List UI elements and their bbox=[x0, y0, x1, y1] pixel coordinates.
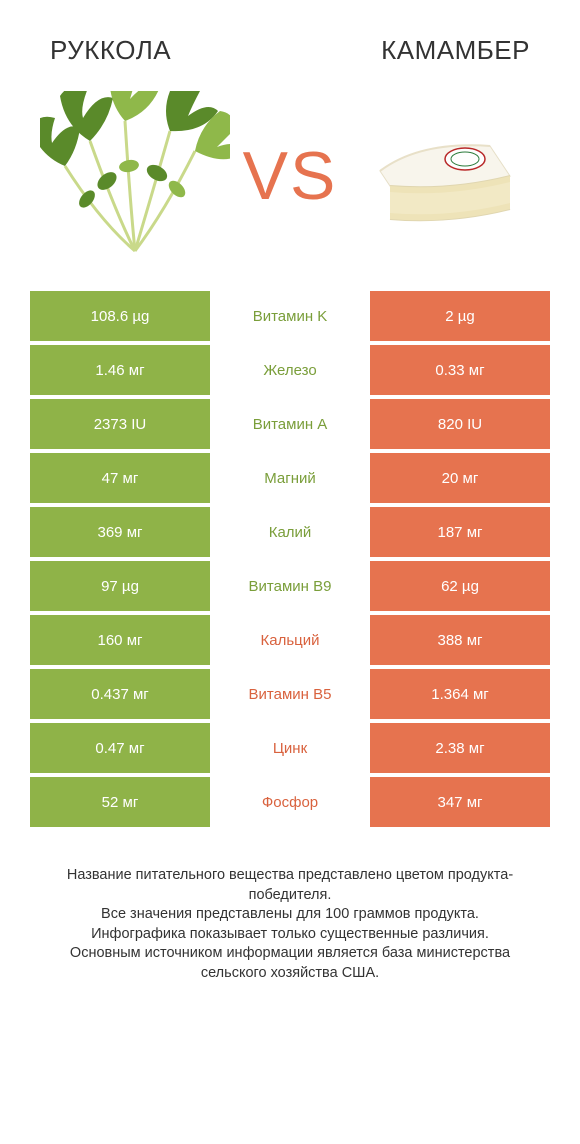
value-left: 0.47 мг bbox=[30, 723, 210, 773]
nutrient-label: Фосфор bbox=[210, 777, 370, 827]
nutrient-label: Витамин A bbox=[210, 399, 370, 449]
value-left: 108.6 µg bbox=[30, 291, 210, 341]
vs-label: VS bbox=[243, 137, 338, 215]
title-right: КАМАМБЕР bbox=[381, 35, 530, 66]
value-right: 1.364 мг bbox=[370, 669, 550, 719]
table-row: 97 µgВитамин B962 µg bbox=[30, 561, 550, 611]
value-left: 52 мг bbox=[30, 777, 210, 827]
nutrient-label: Калий bbox=[210, 507, 370, 557]
header: РУККОЛА КАМАМБЕР bbox=[30, 20, 550, 76]
table-row: 0.47 мгЦинк2.38 мг bbox=[30, 723, 550, 773]
value-right: 820 IU bbox=[370, 399, 550, 449]
table-row: 0.437 мгВитамин B51.364 мг bbox=[30, 669, 550, 719]
nutrient-label: Железо bbox=[210, 345, 370, 395]
table-row: 47 мгМагний20 мг bbox=[30, 453, 550, 503]
footer-note: Название питательного вещества представл… bbox=[30, 866, 550, 983]
value-left: 2373 IU bbox=[30, 399, 210, 449]
value-right: 62 µg bbox=[370, 561, 550, 611]
camembert-image bbox=[350, 91, 540, 261]
table-row: 52 мгФосфор347 мг bbox=[30, 777, 550, 827]
table-row: 369 мгКалий187 мг bbox=[30, 507, 550, 557]
table-row: 160 мгКальций388 мг bbox=[30, 615, 550, 665]
nutrient-label: Магний bbox=[210, 453, 370, 503]
value-left: 1.46 мг bbox=[30, 345, 210, 395]
nutrient-label: Витамин B9 bbox=[210, 561, 370, 611]
table-row: 108.6 µgВитамин K2 µg bbox=[30, 291, 550, 341]
value-left: 47 мг bbox=[30, 453, 210, 503]
value-right: 20 мг bbox=[370, 453, 550, 503]
images-row: VS bbox=[30, 76, 550, 291]
value-right: 2.38 мг bbox=[370, 723, 550, 773]
table-row: 2373 IUВитамин A820 IU bbox=[30, 399, 550, 449]
nutrient-label: Витамин B5 bbox=[210, 669, 370, 719]
value-right: 2 µg bbox=[370, 291, 550, 341]
nutrient-label: Витамин K bbox=[210, 291, 370, 341]
title-left: РУККОЛА bbox=[50, 35, 171, 66]
value-left: 369 мг bbox=[30, 507, 210, 557]
value-right: 347 мг bbox=[370, 777, 550, 827]
nutrient-label: Кальций bbox=[210, 615, 370, 665]
value-left: 160 мг bbox=[30, 615, 210, 665]
comparison-table: 108.6 µgВитамин K2 µg1.46 мгЖелезо0.33 м… bbox=[30, 291, 550, 831]
value-right: 388 мг bbox=[370, 615, 550, 665]
nutrient-label: Цинк bbox=[210, 723, 370, 773]
value-right: 187 мг bbox=[370, 507, 550, 557]
table-row: 1.46 мгЖелезо0.33 мг bbox=[30, 345, 550, 395]
value-left: 97 µg bbox=[30, 561, 210, 611]
value-right: 0.33 мг bbox=[370, 345, 550, 395]
value-left: 0.437 мг bbox=[30, 669, 210, 719]
arugula-image bbox=[40, 91, 230, 261]
